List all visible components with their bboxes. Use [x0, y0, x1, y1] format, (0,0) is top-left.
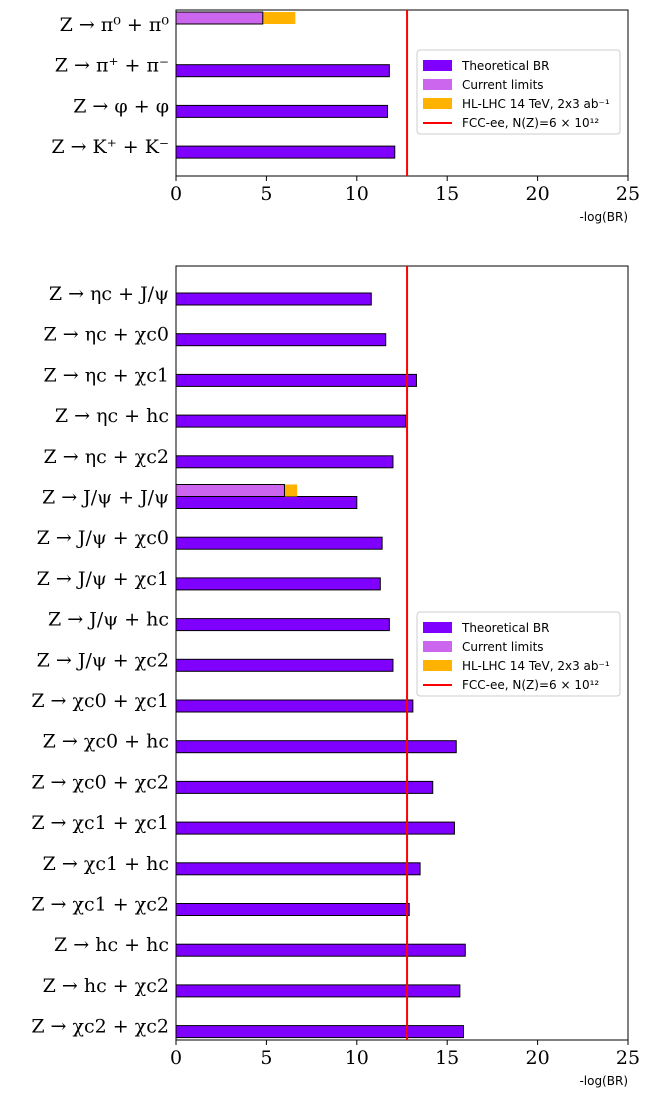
plot-frame	[175, 265, 629, 1041]
bar-theoretical-br	[175, 496, 358, 509]
bar-current-limit	[175, 484, 285, 497]
x-tick-label: 20	[526, 1047, 550, 1069]
bar-theoretical-br	[175, 943, 466, 957]
legend-theoretical-br-swatch	[423, 622, 452, 633]
bar-theoretical-br	[175, 536, 383, 550]
category-label: Z → ηc + hc	[55, 405, 169, 427]
x-tick-label: 15	[435, 1047, 459, 1069]
bar-theoretical-br	[175, 699, 414, 713]
legend-fcc-ee-label: FCC-ee, N(Z)=6 × 10¹²	[462, 116, 599, 130]
x-tick-label: 20	[526, 183, 550, 205]
bar-theoretical-br	[175, 292, 372, 306]
bar-theoretical-br	[175, 780, 434, 794]
bar-theoretical-br	[175, 903, 410, 916]
category-label: Z → χc2 + χc2	[31, 1016, 169, 1038]
x-tick-label: 0	[170, 183, 182, 205]
category-label: Z → K⁺ + K⁻	[51, 136, 169, 158]
category-label: Z → J/ψ + χc0	[37, 527, 169, 549]
x-tick-label: 15	[435, 183, 459, 205]
category-label: Z → ηc + χc0	[44, 324, 169, 346]
bar-theoretical-br	[175, 862, 421, 876]
legend-current-limits-swatch	[423, 641, 452, 652]
category-label: Z → J/ψ + hc	[48, 609, 169, 631]
category-label: Z → J/ψ + J/ψ	[42, 487, 169, 509]
x-tick-label: 25	[616, 1047, 640, 1069]
bar-theoretical-br	[175, 821, 455, 835]
category-label: Z → χc1 + χc2	[31, 894, 169, 916]
bar-theoretical-br	[175, 1025, 464, 1039]
x-axis-label: -log(BR)	[579, 1074, 628, 1088]
chart-1: Z → π⁰ + π⁰ Z → π⁺ + π⁻ Z → φ + φ Z → K⁺ + …	[51, 9, 640, 224]
bar-theoretical-br	[175, 984, 461, 998]
legend-current-limits-label: Current limits	[462, 640, 544, 654]
x-tick-label: 0	[170, 1047, 182, 1069]
category-label: Z → π⁰ + π⁰	[60, 14, 170, 36]
legend-hl-lhc-label: HL-LHC 14 TeV, 2x3 ab⁻¹	[462, 659, 610, 673]
bar-theoretical-br	[175, 373, 417, 387]
x-tick-label: 5	[260, 1047, 272, 1069]
x-tick-label: 10	[345, 183, 369, 205]
x-tick-label: 25	[616, 183, 640, 205]
category-label: Z → χc0 + χc2	[31, 771, 169, 793]
legend-hl-lhc-label: HL-LHC 14 TeV, 2x3 ab⁻¹	[462, 97, 610, 111]
legend-box	[416, 49, 621, 135]
bar-theoretical-br	[175, 414, 407, 428]
plot-frame	[175, 9, 629, 177]
category-label: Z → J/ψ + χc1	[37, 568, 169, 590]
chart-2: Z → ηc + J/ψ Z → ηc + χc0 Z → ηc + χc1 Z → …	[31, 265, 640, 1088]
x-tick-label: 10	[345, 1047, 369, 1069]
category-label: Z → φ + φ	[73, 95, 169, 117]
bar-theoretical-br	[175, 577, 381, 591]
legend-theoretical-br-label: Theoretical BR	[461, 59, 549, 73]
bar-theoretical-br	[175, 333, 387, 347]
legend-box	[416, 611, 621, 697]
legend-hl-lhc-swatch	[423, 98, 452, 109]
bar-theoretical-br	[175, 740, 457, 754]
bar-theoretical-br	[175, 455, 394, 469]
x-axis-label: -log(BR)	[579, 210, 628, 224]
bar-theoretical-br	[175, 658, 394, 672]
bar-theoretical-br	[175, 64, 390, 78]
category-label: Z → ηc + χc1	[44, 364, 169, 386]
category-label: Z → hc + χc2	[43, 975, 169, 997]
category-label: Z → χc0 + χc1	[31, 690, 169, 712]
bar-current-limit	[175, 11, 264, 25]
legend-theoretical-br-swatch	[423, 60, 452, 71]
category-label: Z → hc + hc	[54, 934, 169, 956]
category-label: Z → χc0 + hc	[43, 731, 169, 753]
legend-hl-lhc-swatch	[423, 660, 452, 671]
x-tick-label: 5	[260, 183, 272, 205]
category-label: Z → ηc + χc2	[44, 446, 169, 468]
category-label: Z → J/ψ + χc2	[37, 649, 169, 671]
category-label: Z → ηc + J/ψ	[49, 283, 169, 305]
legend-current-limits-label: Current limits	[462, 78, 544, 92]
legend-theoretical-br-label: Theoretical BR	[461, 621, 549, 635]
category-label: Z → χc1 + χc1	[31, 812, 169, 834]
bar-theoretical-br	[175, 104, 389, 118]
bar-theoretical-br	[175, 145, 396, 159]
legend-current-limits-swatch	[423, 79, 452, 90]
legend-fcc-ee-label: FCC-ee, N(Z)=6 × 10¹²	[462, 678, 599, 692]
category-label: Z → π⁺ + π⁻	[55, 55, 169, 77]
category-label: Z → χc1 + hc	[43, 853, 169, 875]
bar-theoretical-br	[175, 618, 390, 632]
